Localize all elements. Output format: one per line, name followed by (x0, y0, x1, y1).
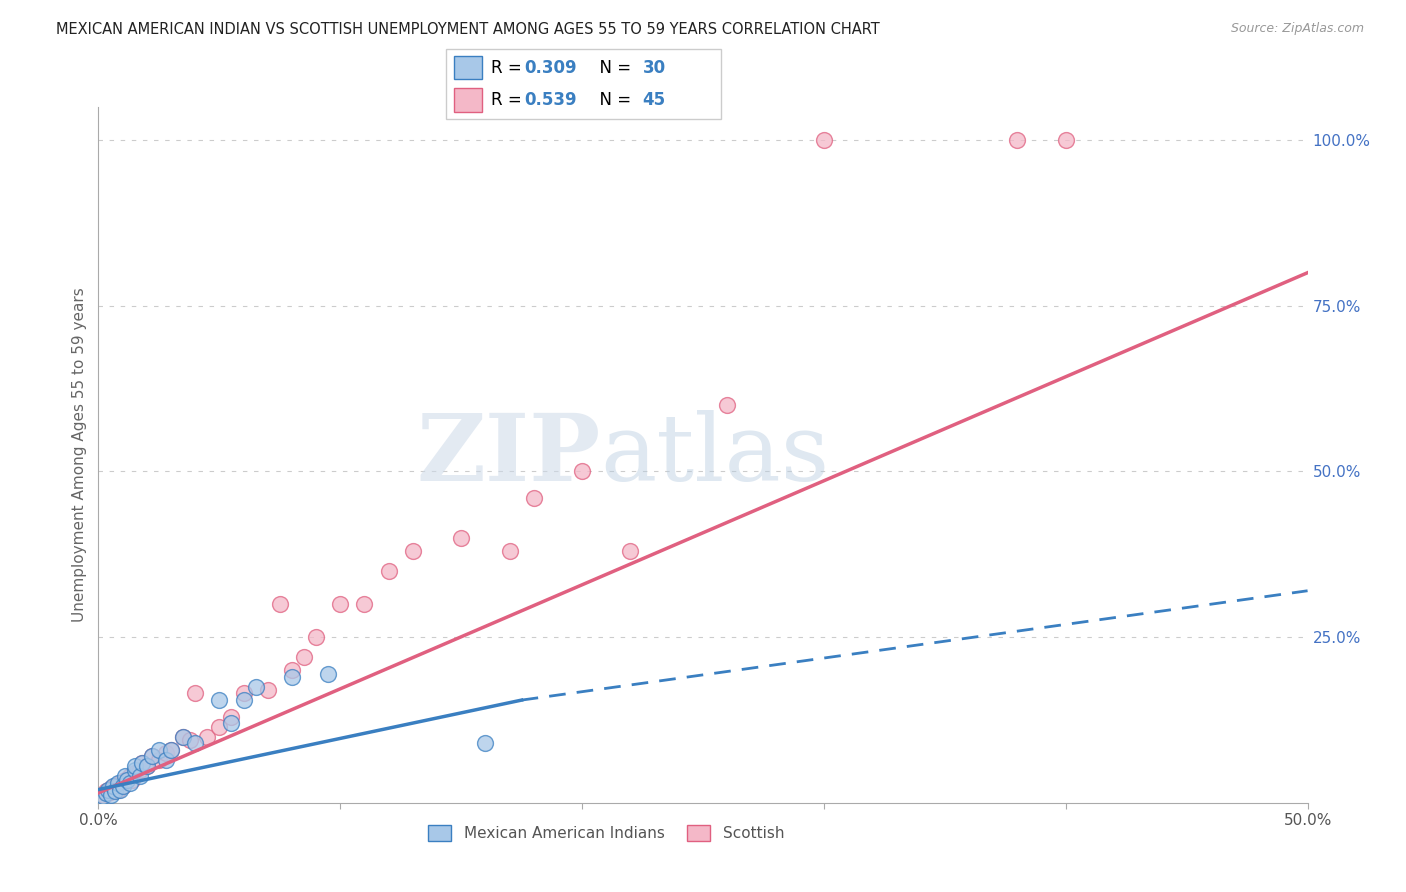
Point (101, 779, 124, 793)
Point (97, 782, 120, 797)
Point (155, 746, 177, 760)
Point (148, 743, 170, 757)
FancyBboxPatch shape (446, 49, 721, 119)
Text: 0.539: 0.539 (524, 91, 576, 109)
Point (571, 465, 593, 479)
Point (402, 544, 425, 558)
Point (813, 133, 835, 147)
Point (256, 683, 278, 698)
Point (1054, 133, 1077, 147)
Point (281, 670, 304, 684)
Point (232, 693, 254, 707)
Point (128, 769, 150, 783)
Bar (454, 56, 482, 79)
Point (118, 776, 141, 790)
Point (118, 769, 141, 783)
Point (172, 730, 194, 744)
Point (108, 782, 131, 797)
Point (155, 753, 177, 767)
Text: R =: R = (491, 91, 527, 109)
Point (195, 730, 218, 744)
Point (124, 759, 146, 773)
Text: 0.309: 0.309 (524, 59, 576, 77)
Text: N =: N = (589, 91, 637, 109)
Point (108, 776, 131, 790)
Text: atlas: atlas (600, 410, 830, 500)
Point (329, 597, 352, 611)
Point (316, 666, 339, 681)
Point (135, 759, 157, 773)
Text: MEXICAN AMERICAN INDIAN VS SCOTTISH UNEMPLOYMENT AMONG AGES 55 TO 59 YEARS CORRE: MEXICAN AMERICAN INDIAN VS SCOTTISH UNEM… (56, 22, 880, 37)
Point (94, 784, 117, 798)
Point (91, 788, 114, 802)
Point (619, 544, 641, 558)
Point (179, 732, 201, 747)
Y-axis label: Unemployment Among Ages 55 to 59 years: Unemployment Among Ages 55 to 59 years (72, 287, 87, 623)
Point (111, 779, 134, 793)
Point (305, 630, 328, 644)
Point (184, 736, 207, 750)
Point (1007, 133, 1029, 147)
Point (141, 749, 163, 764)
Point (121, 772, 143, 787)
Text: Source: ZipAtlas.com: Source: ZipAtlas.com (1230, 22, 1364, 36)
Point (94, 786, 117, 800)
Text: 45: 45 (643, 91, 665, 109)
Point (353, 597, 375, 611)
Text: ZIP: ZIP (416, 410, 600, 500)
Point (101, 784, 124, 798)
Point (377, 564, 399, 578)
Point (135, 759, 157, 773)
Point (114, 769, 136, 783)
Point (450, 531, 472, 545)
Point (281, 663, 304, 677)
Point (716, 398, 738, 412)
Point (523, 491, 546, 505)
Point (128, 763, 150, 777)
Point (131, 756, 153, 770)
Point (269, 597, 291, 611)
Point (184, 686, 207, 700)
Point (111, 779, 134, 793)
Point (160, 743, 183, 757)
Point (221, 709, 243, 723)
Point (124, 766, 146, 780)
Point (131, 756, 153, 770)
Text: R =: R = (491, 59, 527, 77)
Point (100, 788, 122, 802)
Point (104, 779, 127, 793)
Point (107, 782, 129, 797)
Point (474, 736, 496, 750)
Point (498, 544, 520, 558)
Point (97, 786, 120, 800)
Point (172, 730, 194, 744)
Point (221, 716, 243, 731)
Point (107, 776, 129, 790)
Point (104, 784, 127, 798)
Point (208, 720, 231, 734)
Point (141, 749, 163, 764)
Bar (454, 88, 482, 112)
Point (124, 763, 146, 777)
Legend: Mexican American Indians, Scottish: Mexican American Indians, Scottish (422, 819, 790, 847)
Point (114, 772, 136, 787)
Text: N =: N = (589, 59, 637, 77)
Point (91, 789, 114, 804)
Point (100, 781, 122, 796)
Point (117, 772, 139, 787)
Point (232, 686, 254, 700)
Point (160, 743, 183, 757)
Point (292, 650, 315, 665)
Point (245, 680, 267, 694)
Text: 30: 30 (643, 59, 665, 77)
Point (208, 693, 231, 707)
Point (148, 753, 170, 767)
